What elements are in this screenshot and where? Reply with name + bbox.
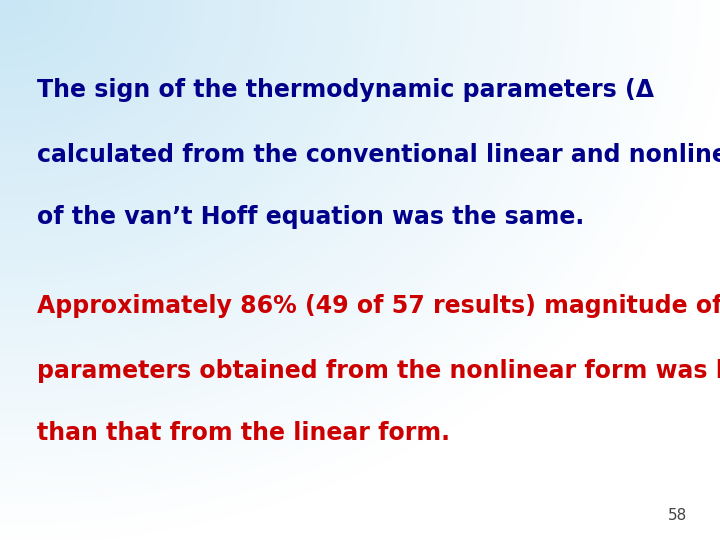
Text: of the van’t Hoff equation was the same.: of the van’t Hoff equation was the same. — [37, 205, 585, 229]
Text: 58: 58 — [668, 508, 688, 523]
Text: parameters obtained from the nonlinear form was higher: parameters obtained from the nonlinear f… — [37, 359, 720, 383]
Text: calculated from the conventional linear and nonlinear forms: calculated from the conventional linear … — [37, 143, 720, 167]
Text: The sign of the thermodynamic parameters (Δ: The sign of the thermodynamic parameters… — [37, 78, 654, 102]
Text: than that from the linear form.: than that from the linear form. — [37, 421, 451, 445]
Text: Approximately 86% (49 of 57 results) magnitude of Δ: Approximately 86% (49 of 57 results) mag… — [37, 294, 720, 318]
